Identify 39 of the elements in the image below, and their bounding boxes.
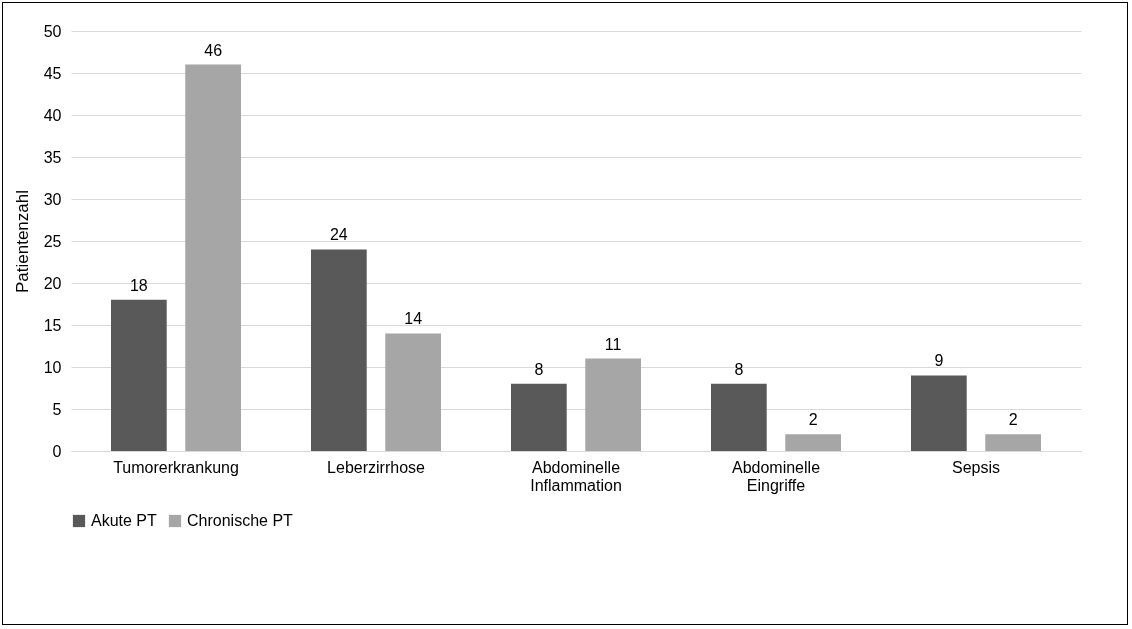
x-tick-label: Tumorerkrankung	[113, 458, 239, 476]
data-label: 2	[808, 411, 818, 429]
y-tick-label: 35	[43, 148, 62, 166]
data-label: 8	[734, 360, 744, 378]
bar	[585, 358, 641, 451]
y-tick-label: 30	[43, 190, 62, 208]
bar	[785, 434, 841, 451]
data-label: 24	[329, 226, 348, 244]
y-tick-label: 25	[43, 232, 62, 250]
data-label: 18	[129, 276, 148, 294]
legend-label: Akute PT	[91, 512, 158, 529]
y-tick-label: 5	[52, 400, 62, 418]
data-label: 14	[404, 310, 423, 328]
data-label: 11	[604, 335, 622, 353]
y-axis-title: Patientenzahl	[12, 189, 32, 294]
data-label: 46	[204, 41, 223, 59]
legend-label: Chronische PT	[187, 512, 294, 529]
bar	[985, 434, 1041, 451]
bar	[311, 249, 367, 451]
y-tick-label: 45	[43, 64, 62, 82]
y-tick-label: 10	[43, 358, 62, 376]
y-tick-label: 0	[52, 442, 62, 460]
data-label: 2	[1008, 411, 1018, 429]
x-tick-label: Abdominelle Inflammation	[530, 458, 622, 494]
bar	[185, 64, 241, 451]
bar	[711, 383, 767, 451]
y-tick-label: 40	[43, 106, 62, 124]
bar	[511, 383, 567, 451]
x-tick-label: Leberzirrhose	[327, 458, 426, 476]
x-tick-label: Abdominelle Eingriffe	[731, 458, 821, 494]
bar	[911, 375, 967, 451]
y-tick-label: 15	[43, 316, 62, 334]
y-tick-label: 20	[43, 274, 62, 292]
bar	[385, 333, 441, 451]
bar	[111, 299, 167, 451]
data-label: 9	[934, 352, 944, 370]
y-tick-label: 50	[43, 22, 62, 40]
x-tick-label: Sepsis	[951, 458, 1001, 476]
data-label: 8	[534, 360, 544, 378]
